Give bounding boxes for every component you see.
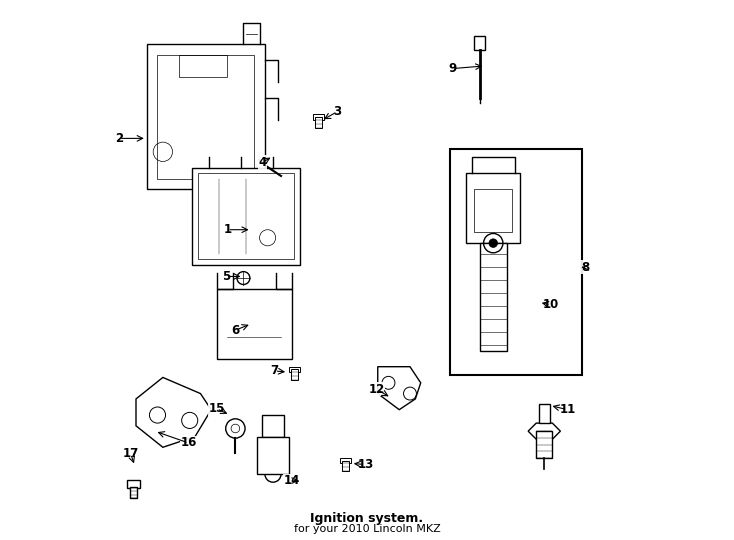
Text: 16: 16	[181, 436, 197, 449]
Bar	[474, 190, 512, 232]
Bar	[217, 289, 292, 359]
Text: 3: 3	[333, 105, 341, 118]
Text: 5: 5	[222, 270, 230, 283]
Text: 11: 11	[559, 403, 575, 416]
Text: 10: 10	[542, 299, 559, 312]
Bar	[539, 404, 550, 423]
Bar	[537, 431, 553, 458]
Bar	[342, 461, 349, 471]
Bar	[289, 367, 300, 372]
Bar	[466, 173, 520, 243]
Text: 1: 1	[223, 223, 231, 236]
Bar	[450, 149, 582, 375]
Bar	[313, 114, 324, 119]
Text: 12: 12	[368, 383, 385, 396]
Polygon shape	[378, 367, 421, 410]
Bar	[127, 480, 139, 488]
Circle shape	[489, 239, 498, 247]
Text: 13: 13	[357, 458, 374, 471]
Bar	[192, 168, 300, 265]
Text: 17: 17	[123, 447, 139, 460]
Text: for your 2010 Lincoln MKZ: for your 2010 Lincoln MKZ	[294, 524, 440, 534]
Bar	[316, 117, 322, 127]
Polygon shape	[136, 377, 211, 447]
Bar	[474, 36, 485, 50]
Bar	[147, 44, 265, 190]
Bar	[158, 55, 254, 179]
Bar	[480, 243, 506, 350]
Bar	[340, 458, 351, 463]
Text: 15: 15	[208, 402, 225, 415]
Text: 7: 7	[271, 364, 279, 377]
Text: 6: 6	[231, 323, 239, 336]
Bar	[179, 55, 228, 77]
Text: 4: 4	[258, 156, 266, 169]
Text: 8: 8	[581, 261, 590, 274]
Bar	[197, 173, 294, 259]
Text: 2: 2	[115, 132, 123, 145]
Bar	[262, 415, 284, 436]
Text: 14: 14	[283, 474, 300, 487]
Bar	[291, 369, 298, 380]
Text: Ignition system.: Ignition system.	[310, 512, 424, 525]
Text: 9: 9	[448, 62, 457, 75]
Bar	[257, 436, 289, 474]
Bar	[129, 487, 137, 498]
Polygon shape	[528, 423, 560, 439]
